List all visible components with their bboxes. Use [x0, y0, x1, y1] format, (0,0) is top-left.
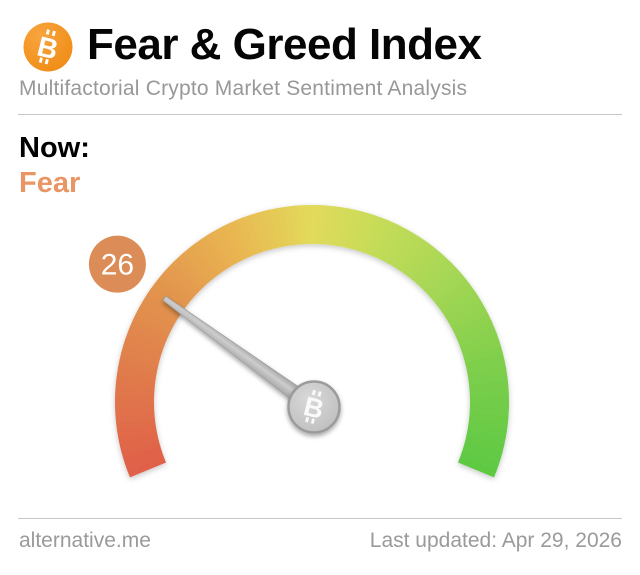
gauge-hub-bitcoin-icon: B	[287, 380, 341, 434]
gauge-arc	[114, 204, 510, 478]
site-name: alternative.me	[19, 529, 151, 552]
page-title: Fear & Greed Index	[87, 20, 482, 69]
fear-greed-gauge: B 26	[88, 204, 510, 478]
now-label: Now:	[19, 132, 90, 164]
gauge-value-text: 26	[101, 249, 134, 282]
footer: alternative.me Last updated: Apr 29, 202…	[19, 524, 622, 558]
bitcoin-icon: B	[23, 22, 73, 72]
header-divider	[18, 114, 622, 115]
last-updated: Last updated: Apr 29, 2026	[369, 529, 622, 552]
footer-divider	[18, 518, 622, 519]
page-subtitle: Multifactorial Crypto Market Sentiment A…	[19, 77, 468, 100]
sentiment-classification: Fear	[19, 167, 81, 199]
gauge-value-badge: 26	[88, 235, 146, 293]
